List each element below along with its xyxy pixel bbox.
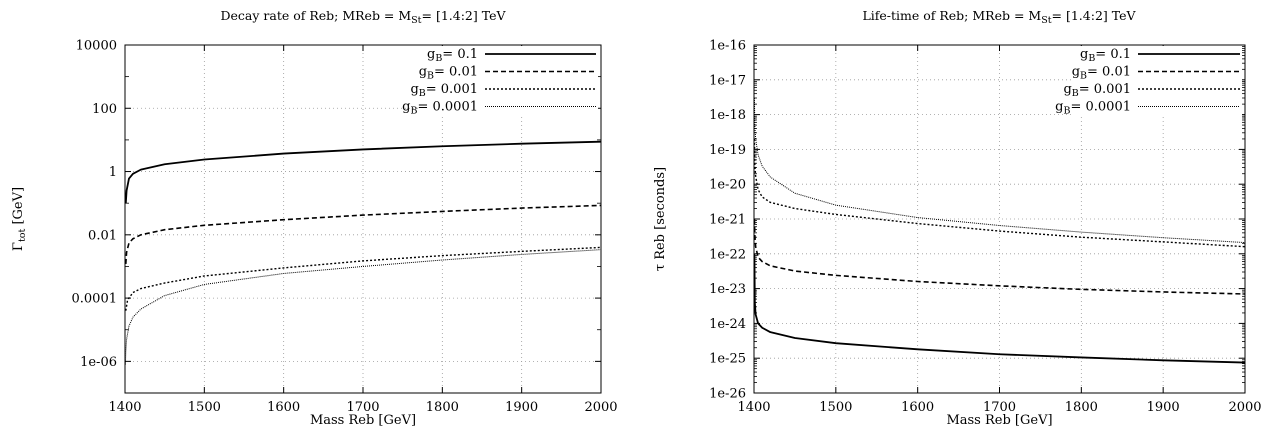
- tick-label-x: 1900: [505, 400, 538, 415]
- tick-label-x: 1900: [1147, 400, 1180, 415]
- tick-label-y: 1e-06: [80, 355, 117, 370]
- series-line-1: [754, 218, 1245, 295]
- legend-label-1: gB= 0.01: [1072, 65, 1131, 82]
- legend-bg: [418, 63, 598, 81]
- legend-label-1: gB= 0.01: [419, 65, 478, 82]
- tick-label-x: 1500: [188, 400, 221, 415]
- tick-label-y: 1e-19: [709, 143, 746, 158]
- chart-decay-rate: Decay rate of Reb; MReb = MSt= [1.4:2] T…: [11, 8, 618, 428]
- tick-label-x: 1400: [108, 400, 141, 415]
- tick-label-y: 1: [109, 165, 117, 180]
- tick-label-y: 1e-18: [709, 108, 746, 123]
- legend-bg: [1071, 81, 1242, 99]
- y-axis-label: Γtot [GeV]: [11, 187, 28, 251]
- tick-label-y: 1e-20: [709, 178, 746, 193]
- series-line-2: [125, 246, 601, 311]
- series-line-3: [125, 249, 601, 365]
- tick-label-y: 1e-22: [709, 247, 746, 262]
- series-line-0: [754, 253, 1245, 364]
- tick-label-y: 1e-21: [709, 213, 746, 228]
- tick-label-x: 1600: [267, 400, 300, 415]
- series-line-3: [754, 97, 1245, 244]
- legend-label-3: gB= 0.0001: [402, 100, 478, 117]
- chart-title: Life-time of Reb; MReb = MSt= [1.4:2] Te…: [862, 8, 1136, 26]
- x-axis-label: Mass Reb [GeV]: [310, 413, 416, 428]
- chart-title: Decay rate of Reb; MReb = MSt= [1.4:2] T…: [220, 8, 506, 26]
- tick-label-x: 2000: [584, 400, 617, 415]
- chart-life-time: Life-time of Reb; MReb = MSt= [1.4:2] Te…: [653, 8, 1262, 428]
- series-group: [125, 140, 601, 365]
- plot-frame: [753, 44, 1246, 394]
- legend-bg: [1071, 98, 1242, 116]
- series-line-0: [125, 140, 601, 204]
- tick-label-x: 1800: [1065, 400, 1098, 415]
- tick-label-y: 1e-26: [709, 387, 746, 402]
- plot-frame: [124, 44, 602, 394]
- legend-bg: [418, 98, 598, 116]
- tick-label-x: 1600: [901, 400, 934, 415]
- legend-label-3: gB= 0.0001: [1055, 100, 1131, 117]
- tick-label-x: 1700: [346, 400, 379, 415]
- y-axis-label: τ Reb [seconds]: [653, 167, 668, 271]
- tick-label-x: 1700: [983, 400, 1016, 415]
- series-line-2: [754, 138, 1245, 248]
- tick-label-y: 100: [92, 102, 117, 117]
- legend-bg: [418, 81, 598, 99]
- tick-label-y: 10000: [76, 39, 117, 54]
- tick-label-y: 1e-24: [709, 317, 746, 332]
- tick-label-y: 0.0001: [72, 292, 118, 307]
- series-group: [754, 97, 1245, 364]
- legend-label-0: gB= 0.1: [1080, 47, 1131, 64]
- tick-label-y: 1e-17: [709, 73, 746, 88]
- tick-label-x: 1800: [426, 400, 459, 415]
- tick-label-y: 1e-25: [709, 352, 746, 367]
- tick-label-x: 1500: [819, 400, 852, 415]
- tick-label-y: 1e-16: [709, 39, 746, 54]
- series-line-1: [125, 204, 601, 265]
- legend-label-2: gB= 0.001: [410, 82, 478, 99]
- legend-label-0: gB= 0.1: [427, 47, 478, 64]
- tick-label-y: 1e-23: [709, 282, 746, 297]
- tick-label-x: 1400: [737, 400, 770, 415]
- tick-label-x: 2000: [1228, 400, 1261, 415]
- tick-label-y: 0.01: [88, 228, 117, 243]
- x-axis-label: Mass Reb [GeV]: [946, 413, 1052, 428]
- legend-label-2: gB= 0.001: [1063, 82, 1131, 99]
